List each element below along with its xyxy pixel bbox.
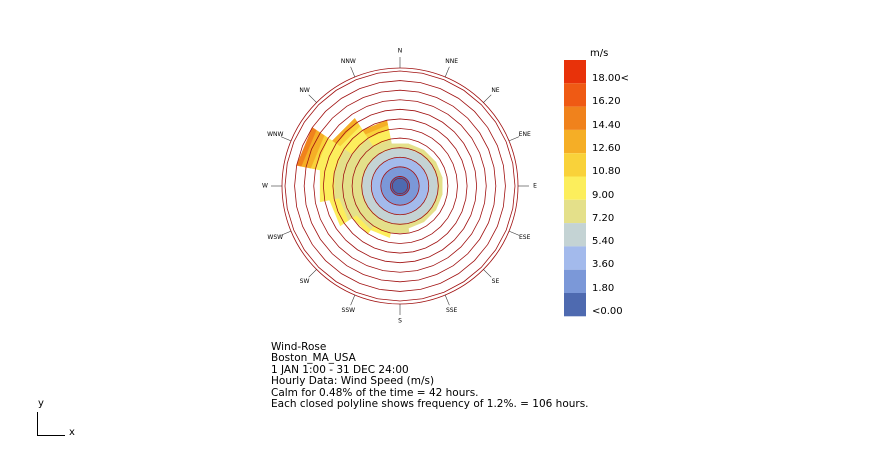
chart-title: Wind-Rose — [271, 341, 327, 353]
legend-label-3: 12.60 — [592, 142, 621, 154]
spoke-nnw — [350, 66, 356, 78]
frequency-ring-8 — [322, 108, 478, 264]
direction-label-w: W — [262, 183, 268, 190]
calm-center — [392, 178, 408, 194]
chart-info-block: Wind-Rose Boston_MA_USA 1 JAN 1:00 - 31 … — [271, 341, 589, 411]
legend-label-6: 7.20 — [592, 212, 615, 224]
petal-w-5.40 — [362, 178, 373, 194]
direction-label-nw: NW — [299, 87, 309, 94]
direction-label-e: E — [533, 183, 537, 190]
direction-label-ne: NE — [491, 87, 499, 94]
direction-spokes — [271, 57, 529, 315]
legend-swatch-5 — [564, 176, 586, 200]
spoke-ene — [508, 136, 520, 142]
frequency-ring-10 — [303, 89, 497, 283]
direction-label-ese: ESE — [519, 234, 531, 241]
frequency-ring-2 — [380, 166, 420, 206]
frequency-ring-9 — [313, 99, 487, 273]
x-axis-gizmo-label: x — [69, 427, 75, 438]
legend-swatch-8 — [564, 246, 586, 270]
legend-label-4: 10.80 — [592, 166, 621, 178]
frequency-ring-6 — [342, 128, 458, 244]
x-axis-gizmo-line — [37, 435, 65, 436]
direction-label-n: N — [398, 48, 403, 55]
direction-label-s: S — [398, 318, 402, 325]
legend-label-5: 9.00 — [592, 189, 615, 201]
chart-frequency-text: Each closed polyline shows frequency of … — [271, 398, 589, 411]
legend-swatch-7 — [564, 223, 586, 247]
direction-label-sse: SSE — [446, 307, 458, 314]
spoke-sw — [308, 269, 317, 278]
frequency-ring-3 — [370, 156, 430, 216]
legend-label-10: <0.00 — [592, 306, 623, 317]
frequency-ring-1 — [390, 176, 410, 196]
legend-swatch-4 — [564, 153, 586, 177]
legend-swatch-0 — [564, 60, 586, 84]
direction-label-sw: SW — [300, 278, 310, 285]
spoke-se — [483, 269, 492, 278]
spoke-ne — [483, 94, 492, 103]
direction-label-nne: NNE — [445, 58, 458, 65]
petal-w-9.00 — [319, 169, 335, 203]
spoke-nne — [444, 66, 450, 78]
chart-calm-text: Calm for 0.48% of the time = 42 hours. — [271, 386, 479, 399]
frequency-ring-7 — [332, 118, 468, 254]
direction-label-ssw: SSW — [342, 307, 356, 314]
calm-circle — [392, 178, 408, 194]
direction-label-wsw: WSW — [267, 234, 283, 241]
direction-labels: N NNE NE ENE E ESE SE SSE S SSW SW WSW W WNW NW NNW — [262, 48, 537, 325]
direction-label-wnw: WNW — [267, 131, 283, 138]
petal-nw-12.60 — [331, 117, 358, 144]
frequency-ring-12 — [284, 70, 516, 302]
direction-label-se: SE — [492, 278, 500, 285]
petal-s-5.40 — [392, 213, 408, 224]
y-axis-gizmo-label: y — [38, 398, 44, 409]
legend-swatch-9 — [564, 269, 586, 293]
frequency-ring-11 — [294, 80, 506, 292]
legend-swatch-1 — [564, 83, 586, 107]
spoke-sse — [444, 294, 450, 306]
legend-label-9: 1.80 — [592, 282, 615, 294]
spoke-ssw — [350, 294, 356, 306]
legend-label-0: 18.00< — [592, 73, 630, 84]
legend-label-7: 5.40 — [592, 236, 615, 248]
spoke-ese — [508, 230, 520, 236]
spoke-nw — [308, 94, 317, 103]
y-axis-gizmo-line — [37, 412, 38, 436]
legend-swatch-2 — [564, 106, 586, 130]
chart-location: Boston_MA_USA — [271, 352, 356, 365]
legend-label-2: 14.40 — [592, 119, 621, 131]
frequency-ring-4 — [361, 147, 439, 225]
chart-data-label: Hourly Data: Wind Speed (m/s) — [271, 375, 435, 388]
petal-e-5.40 — [427, 178, 438, 194]
legend-swatch-10 — [564, 293, 586, 317]
petal-s-7.20 — [390, 223, 410, 234]
legend-label-8: 3.60 — [592, 259, 615, 271]
chart-period: 1 JAN 1:00 - 31 DEC 24:00 — [271, 363, 409, 376]
spoke-wnw — [280, 136, 292, 142]
legend-label-1: 16.20 — [592, 96, 621, 108]
petal-n-5.40 — [392, 148, 408, 159]
spoke-wsw — [280, 230, 292, 236]
direction-label-ene: ENE — [519, 131, 531, 138]
legend-swatches — [564, 60, 586, 317]
direction-label-nnw: NNW — [341, 58, 356, 65]
legend-swatch-6 — [564, 199, 586, 224]
legend-unit: m/s — [590, 48, 609, 59]
frequency-ring-5 — [351, 137, 449, 235]
legend-swatch-3 — [564, 129, 586, 154]
